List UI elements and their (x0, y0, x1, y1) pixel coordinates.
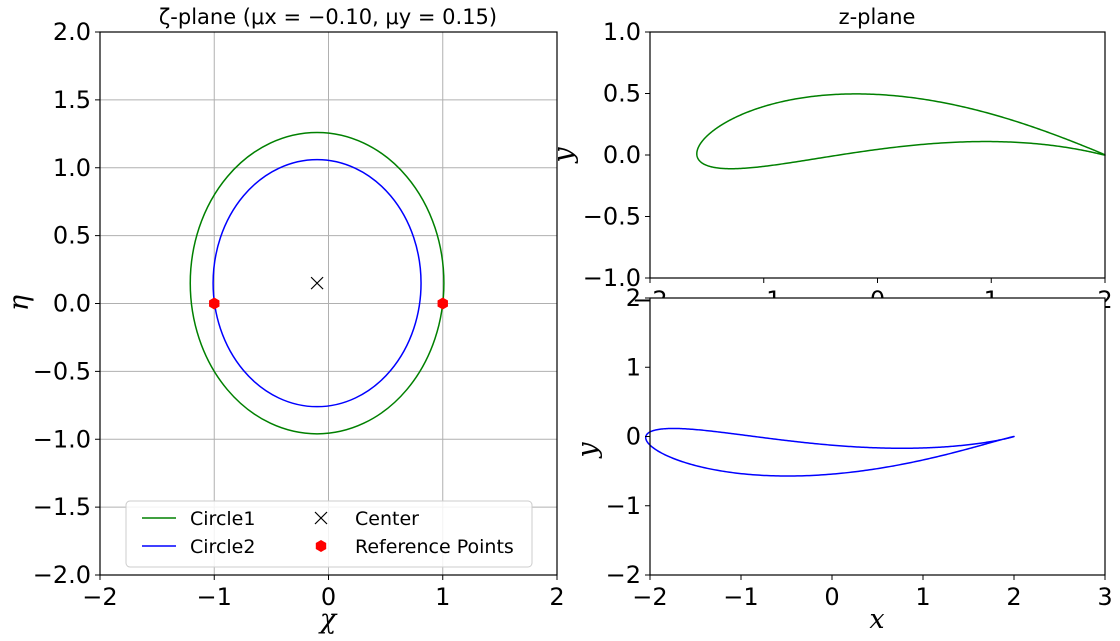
z2-plot-background (650, 298, 1105, 575)
zeta-x-axis-label: χ (318, 604, 338, 635)
z2-y-axis-label: y (572, 442, 603, 459)
zeta-y-tick-label: 0.0 (53, 290, 91, 318)
zeta-y-tick-label: 0.5 (53, 222, 91, 250)
zeta-x-tick-label: 0 (321, 583, 336, 611)
z1-y-tick-label: 0.0 (603, 141, 641, 169)
z2-y-tick-label: 1 (626, 353, 641, 381)
z1-y-tick-label: −0.5 (583, 203, 641, 231)
zeta-x-tick-label: 2 (549, 583, 564, 611)
z2-y-tick-label: −1 (606, 492, 641, 520)
z2-x-tick-label: −1 (723, 583, 758, 611)
z1-airfoil-circle1 (696, 93, 1106, 170)
z2-x-tick-label: 2 (1006, 583, 1021, 611)
z2-y-tick-label: −2 (606, 561, 641, 589)
zeta-legend: Circle1 Circle2 Center Reference Points (125, 500, 533, 568)
zeta-y-tick-label: 1.0 (53, 154, 91, 182)
zeta-plane-title: ζ-plane (μx = −0.10, μy = 0.15) (159, 5, 497, 29)
z2-x-tick-label: 1 (915, 583, 930, 611)
z2-y-tick-label: 0 (626, 423, 641, 451)
zeta-x-tick-label: 1 (435, 583, 450, 611)
legend-reference-points-label: Reference Points (355, 536, 514, 558)
series-circle1 (189, 131, 445, 435)
zeta-y-tick-label: −2.0 (33, 561, 91, 589)
zeta-y-tick-label: −1.0 (33, 425, 91, 453)
zeta-y-axis-label: η (4, 295, 35, 311)
zeta-x-tick-label: −1 (197, 583, 232, 611)
z1-y-axis-label: y (548, 147, 579, 164)
reference-point (209, 297, 220, 310)
z2-x-tick-label: −2 (632, 583, 667, 611)
z1-y-tick-label: 0.5 (603, 80, 641, 108)
legend-reference-points-marker (315, 540, 327, 552)
zeta-y-tick-label: −0.5 (33, 357, 91, 385)
reference-point (437, 297, 448, 310)
z2-tick-marks: −2 −1 0 1 2 3 −2 −1 0 1 2 (606, 284, 1113, 611)
legend-circle2-label: Circle2 (190, 536, 255, 558)
z-plane-bottom-panel: −2 −1 0 1 2 3 −2 −1 0 1 2 x y (572, 284, 1113, 635)
center-marker (310, 276, 324, 290)
z1-plot-area (696, 93, 1106, 170)
zeta-tick-marks: −2 −1 0 1 2 −2.0 −1.5 −1.0 −0.5 0.0 0.5 1.0 1.5 2.0 (33, 18, 565, 611)
zeta-x-tick-label: −2 (82, 583, 117, 611)
zeta-plane-panel: −2 −1 0 1 2 −2.0 −1.5 −1.0 −0.5 0.0 0.5 1.0 1.5 2.0 ζ… (4, 5, 565, 635)
z2-x-tick-label: 3 (1097, 583, 1112, 611)
zeta-y-tick-label: 1.5 (53, 86, 91, 114)
zeta-plot-area (189, 131, 448, 435)
z1-y-tick-label: 1.0 (603, 18, 641, 46)
legend-center-marker (314, 511, 328, 525)
z2-x-tick-label: 0 (824, 583, 839, 611)
z1-title: z-plane (839, 5, 916, 29)
z1-y-tick-label: −1.0 (583, 264, 641, 292)
z2-y-tick-label: 2 (626, 284, 641, 312)
series-circle2 (212, 158, 422, 408)
z2-x-axis-label: x (869, 604, 884, 635)
legend-center-label: Center (355, 508, 419, 530)
zeta-y-tick-label: 2.0 (53, 18, 91, 46)
z1-plot-background (650, 32, 1105, 278)
legend-circle1-label: Circle1 (190, 508, 255, 530)
legend-box (125, 500, 533, 568)
zeta-y-tick-label: −1.5 (33, 493, 91, 521)
